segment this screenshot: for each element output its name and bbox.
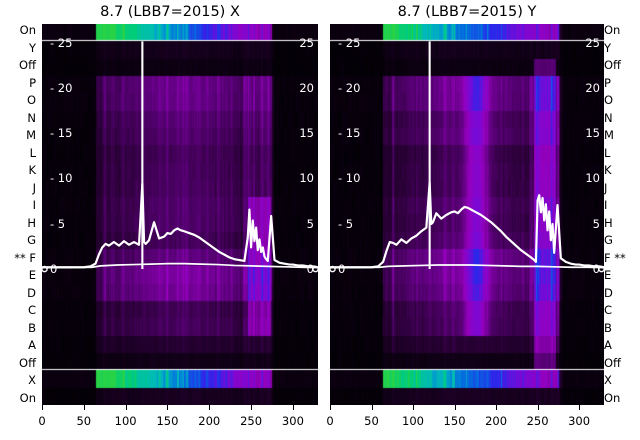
category-label: I: [604, 198, 608, 213]
x-tick-label: 100: [114, 414, 137, 428]
category-axis-left: On Y Off P O N M L K J I H G ** F E D C …: [0, 24, 40, 405]
x-tick-label: 300: [568, 414, 591, 428]
x-tick-mark: [579, 405, 581, 410]
x-tick-mark: [330, 405, 331, 410]
category-label: D: [604, 285, 613, 300]
x-tick-label: 200: [485, 414, 508, 428]
zero-marker-right: [598, 265, 604, 273]
x-tick-mark: [167, 405, 169, 410]
category-label: H: [27, 215, 36, 230]
heatmap-image-x: [42, 24, 318, 405]
category-label: N: [604, 110, 613, 125]
heatmap-canvas: [42, 24, 318, 405]
x-tick-label: 50: [76, 414, 92, 428]
category-label: On: [604, 390, 621, 405]
category-label: On: [604, 23, 621, 37]
category-label: G: [27, 233, 36, 248]
x-tick-label: 0: [326, 414, 334, 428]
category-label: Off: [19, 58, 36, 73]
category-label: C: [604, 303, 613, 318]
x-tick-label: 0: [38, 414, 46, 428]
heatmap-panel-x[interactable]: [42, 24, 318, 405]
category-label: Y: [604, 40, 612, 55]
category-label: L: [604, 145, 611, 160]
category-label: E: [28, 268, 36, 283]
category-label: L: [29, 145, 36, 160]
category-label: G: [604, 233, 613, 248]
category-label: Off: [604, 58, 621, 73]
x-tick-mark: [371, 405, 373, 410]
trace-path: [330, 181, 604, 269]
x-tick-label: 150: [156, 414, 179, 428]
x-tick-label: 300: [281, 414, 304, 428]
category-label: B: [28, 320, 36, 335]
category-label: On: [19, 390, 36, 405]
category-label: E: [604, 268, 612, 283]
category-label: K: [28, 163, 36, 178]
panel-title-x: 8.7 (LBB7=2015) X: [100, 4, 240, 20]
category-label: N: [27, 110, 36, 125]
category-label: J: [32, 180, 36, 195]
x-tick-mark: [496, 405, 498, 410]
panel-title-y: 8.7 (LBB7=2015) Y: [397, 4, 537, 20]
x-tick-mark: [537, 405, 539, 410]
x-tick-mark: [209, 405, 211, 410]
heatmap-panel-y[interactable]: [330, 24, 604, 405]
trace-path: [330, 264, 604, 269]
x-tick-label: 150: [443, 414, 466, 428]
category-label-marked: F **: [604, 250, 626, 265]
category-axis-right: On Y Off P O N M L K J I H G F ** E D C …: [600, 24, 640, 405]
x-tick-label: 250: [240, 414, 263, 428]
category-label: O: [26, 93, 36, 108]
x-tick-mark: [251, 405, 253, 410]
category-label: X: [604, 373, 612, 388]
category-label: B: [604, 320, 612, 335]
waveform-trace-y: [330, 41, 604, 273]
category-label: C: [27, 303, 36, 318]
category-label: A: [604, 338, 612, 353]
x-axis-panel-x: 0 50 100 150 200 250 300: [38, 405, 318, 439]
x-axis-panel-y: 0 50 100 150 200 250 300: [326, 405, 604, 439]
x-tick-label: 100: [402, 414, 424, 428]
category-label: K: [604, 163, 612, 178]
category-label-marked: ** F: [14, 250, 36, 265]
category-label: A: [28, 338, 36, 353]
category-label: Y: [28, 40, 36, 55]
category-label: Off: [604, 355, 621, 370]
trace-path: [42, 262, 318, 269]
x-tick-mark: [454, 405, 456, 410]
zero-marker-right: [312, 265, 318, 273]
x-tick-mark: [413, 405, 415, 410]
category-label: X: [28, 373, 36, 388]
category-label: D: [27, 285, 36, 300]
category-label: P: [29, 75, 36, 90]
category-label: I: [32, 198, 36, 213]
zero-marker-left: [42, 265, 48, 273]
category-label: Off: [19, 355, 36, 370]
x-tick-mark: [292, 405, 294, 410]
trace-path: [42, 182, 318, 269]
category-label: M: [26, 128, 36, 143]
x-tick-label: 50: [364, 414, 379, 428]
waveform-trace-x: [42, 41, 318, 273]
x-tick-mark: [42, 405, 43, 410]
x-tick-mark: [83, 405, 85, 410]
category-label: O: [604, 93, 614, 108]
category-label: P: [604, 75, 611, 90]
x-tick-label: 200: [198, 414, 221, 428]
category-label: M: [604, 128, 614, 143]
category-label: H: [604, 215, 613, 230]
category-label: J: [604, 180, 608, 195]
x-tick-label: 250: [526, 414, 549, 428]
category-label: On: [19, 23, 36, 37]
zero-marker-left: [330, 265, 336, 273]
x-tick-mark: [125, 405, 127, 410]
